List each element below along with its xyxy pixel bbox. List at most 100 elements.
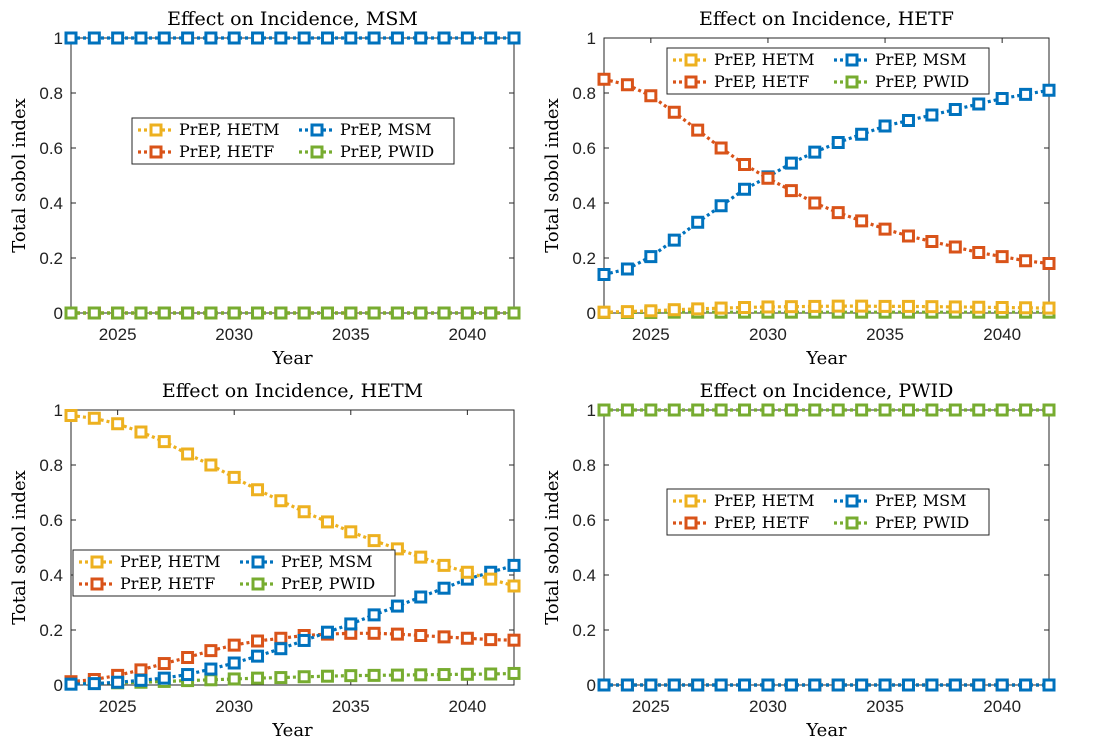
- data-point: [204, 458, 218, 472]
- x-tick-label: 2030: [749, 697, 787, 716]
- data-point: [597, 305, 611, 319]
- legend-label: PrEP, MSM: [340, 120, 432, 139]
- data-point: [414, 31, 428, 45]
- data-point: [344, 525, 358, 539]
- axes-box: [70, 409, 515, 686]
- data-point: [297, 633, 311, 647]
- data-point: [738, 158, 752, 171]
- data-point: [367, 626, 381, 640]
- data-point: [1019, 678, 1033, 692]
- series-prep-msm: [597, 83, 1056, 281]
- data-point: [64, 306, 78, 320]
- data-point: [667, 303, 681, 317]
- data-point: [644, 89, 658, 103]
- data-point: [901, 229, 915, 243]
- legend-item-prep-pwid: PrEP, PWID: [240, 574, 375, 593]
- data-point: [714, 678, 728, 692]
- data-point: [644, 678, 658, 692]
- data-point: [227, 31, 241, 45]
- x-tick-label: 2040: [448, 697, 486, 716]
- data-point: [620, 678, 634, 692]
- data-point: [64, 31, 78, 45]
- data-point: [925, 235, 939, 248]
- data-point: [64, 409, 78, 422]
- data-point: [320, 625, 334, 639]
- data-point: [597, 268, 611, 281]
- legend: PrEP, HETM PrEP, MSM PrEP, HETF PrEP, PWID: [131, 117, 455, 165]
- data-point: [134, 425, 148, 439]
- data-point: [597, 403, 611, 417]
- data-point: [484, 306, 498, 320]
- y-tick-label: 0.6: [572, 511, 596, 530]
- x-axis-label: Year: [271, 348, 313, 369]
- legend-marker: [684, 75, 698, 89]
- data-point: [157, 657, 171, 671]
- data-point: [691, 678, 705, 692]
- data-point: [784, 184, 798, 198]
- data-point: [1042, 301, 1056, 315]
- y-tick-label: 0: [54, 676, 63, 695]
- data-point: [1019, 87, 1033, 101]
- data-point: [808, 196, 822, 210]
- data-point: [437, 306, 451, 320]
- data-point: [460, 306, 474, 320]
- data-point: [901, 403, 915, 417]
- data-point: [597, 72, 611, 86]
- data-point: [251, 671, 265, 685]
- data-point: [1042, 403, 1056, 417]
- data-point: [251, 31, 265, 45]
- data-point: [995, 92, 1009, 105]
- legend-label: PrEP, HETF: [179, 142, 274, 161]
- data-point: [414, 668, 428, 682]
- series-prep-hetf: [64, 626, 521, 689]
- data-point: [738, 678, 752, 692]
- data-point: [227, 306, 241, 320]
- data-point: [948, 300, 962, 314]
- y-tick-label: 0.8: [572, 456, 596, 475]
- data-point: [948, 103, 962, 116]
- x-tick-label: 2035: [332, 697, 370, 716]
- y-tick-label: 0.2: [39, 621, 63, 640]
- data-point: [761, 678, 775, 692]
- data-point: [390, 31, 404, 45]
- y-tick-label: 0.4: [39, 194, 63, 213]
- data-point: [251, 306, 265, 320]
- y-tick-label: 0.8: [39, 456, 63, 475]
- x-tick-label: 2030: [749, 325, 787, 344]
- legend-item-prep-hetm: PrEP, HETM: [673, 491, 814, 510]
- legend-item-prep-hetm: PrEP, HETM: [673, 50, 814, 69]
- data-point: [437, 31, 451, 45]
- data-point: [320, 669, 334, 683]
- x-axis-label: Year: [271, 720, 313, 741]
- data-point: [995, 678, 1009, 692]
- y-axis-label: Total sobol index: [542, 470, 563, 624]
- data-point: [484, 667, 498, 681]
- y-tick-label: 0.2: [572, 621, 596, 640]
- data-point: [855, 299, 869, 313]
- data-point: [761, 171, 775, 185]
- data-point: [784, 300, 798, 314]
- legend-label: PrEP, HETF: [714, 513, 809, 532]
- data-point: [738, 301, 752, 314]
- data-point: [204, 673, 218, 687]
- data-point: [901, 678, 915, 692]
- data-point: [901, 114, 915, 127]
- data-point: [644, 304, 658, 318]
- data-point: [972, 97, 986, 111]
- data-point: [227, 656, 241, 670]
- data-point: [948, 240, 962, 254]
- data-point: [620, 403, 634, 417]
- data-point: [437, 581, 451, 595]
- data-point: [507, 31, 521, 45]
- data-point: [738, 182, 752, 196]
- data-point: [808, 678, 822, 692]
- legend-item-prep-msm: PrEP, MSM: [834, 491, 967, 510]
- data-point: [855, 403, 869, 417]
- legend-marker: [845, 53, 859, 67]
- data-point: [157, 435, 171, 449]
- y-tick-label: 1: [587, 401, 596, 420]
- data-point: [995, 250, 1009, 264]
- data-point: [620, 78, 634, 92]
- data-point: [320, 31, 334, 45]
- x-tick-label: 2035: [866, 325, 904, 344]
